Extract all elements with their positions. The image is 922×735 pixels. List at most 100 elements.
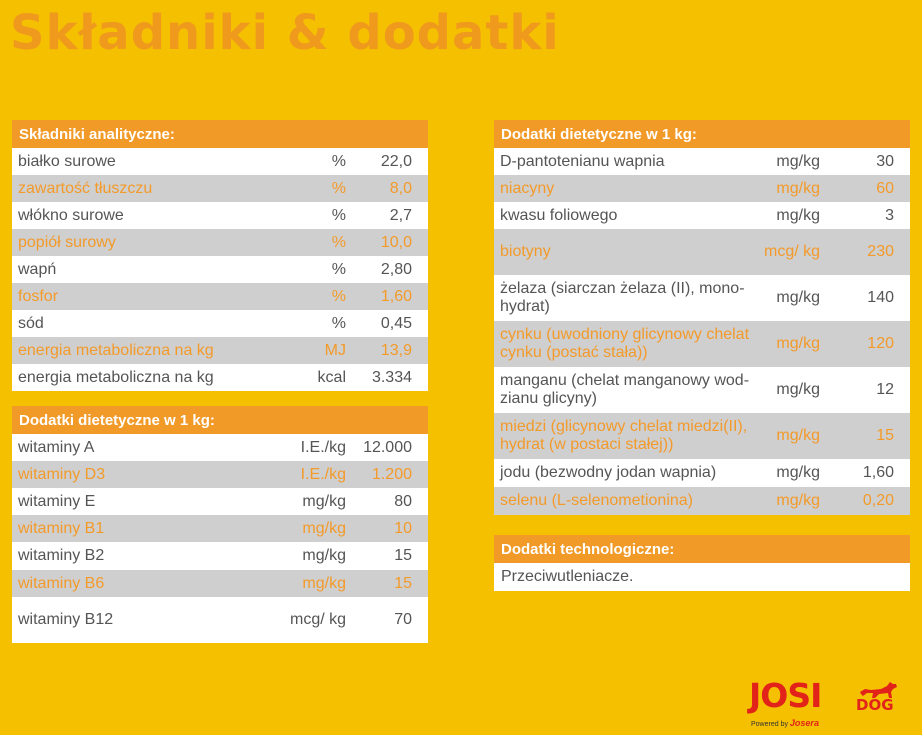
table-row: żelaza (siarczan żelaza (II), mono-hydra… (494, 275, 910, 321)
logo-maker: Josera (789, 718, 819, 728)
cell-value: 22,0 (380, 152, 412, 170)
cell-unit: mg/kg (756, 413, 826, 459)
table-row: biotyny mcg/ kg 230 (494, 229, 910, 275)
cell-value: 3.334 (371, 368, 412, 386)
vitamins-heading: Dodatki dietetyczne w 1 kg: (12, 406, 428, 434)
cell-value: 30 (876, 152, 894, 170)
cell-unit: mg/kg (272, 570, 352, 597)
cell-unit: mg/kg (756, 487, 826, 515)
cell-value: 15 (352, 570, 428, 597)
cell-value: 140 (867, 289, 894, 306)
cell-unit: % (331, 314, 346, 332)
cell-unit: % (331, 206, 346, 224)
logo-powered-label: Powered by (751, 721, 788, 728)
cell-name: witaminy B2 (18, 547, 105, 564)
cell-unit: I.E./kg (272, 461, 352, 488)
cell-unit: mg/kg (776, 206, 820, 224)
josi-dog-logo: JOSI DOG Powered by Josera (749, 678, 907, 730)
cell-unit: % (331, 260, 346, 278)
cell-unit: mcg/ kg (289, 611, 346, 628)
logo-brand: JOSI (749, 676, 822, 715)
table-row: kwasu foliowego mg/kg 3 (494, 202, 910, 229)
logo-sub: DOG (856, 696, 894, 714)
table-row: witaminy D3 I.E./kg 1.200 (12, 461, 428, 488)
table-row: witaminy B12 mcg/ kg 70 (12, 597, 428, 643)
cell-unit: kcal (317, 368, 346, 386)
technological-panel: Dodatki technologiczne: Przeciwutleniacz… (494, 535, 910, 591)
cell-name: białko surowe (18, 152, 116, 170)
cell-name: selenu (L-selenometionina) (494, 487, 756, 515)
cell-name: witaminy B12 (18, 611, 114, 628)
cell-unit: % (282, 283, 352, 310)
table-row: miedzi (glicynowy chelat miedzi(II), hyd… (494, 413, 910, 459)
analytical-heading: Składniki analityczne: (12, 120, 428, 148)
table-row: D-pantotenianu wapnia mg/kg 30 (494, 148, 910, 175)
cell-name: włókno surowe (18, 206, 124, 224)
cell-value: 2,80 (380, 260, 412, 278)
cell-name: manganu (chelat manganowy wod-zianu glic… (500, 372, 750, 407)
minerals-table: D-pantotenianu wapnia mg/kg 30 niacyny mg/kg… (494, 148, 910, 515)
cell-unit: mg/kg (776, 381, 820, 398)
table-row: witaminy E mg/kg 80 (12, 488, 428, 515)
technological-heading: Dodatki technologiczne: (494, 535, 910, 563)
cell-value: 1.200 (352, 461, 428, 488)
table-row: jodu (bezwodny jodan wapnia) mg/kg 1,60 (494, 459, 910, 487)
table-row: cynku (uwodniony glicynowy chelat cynku … (494, 321, 910, 367)
cell-value: 120 (826, 321, 910, 367)
cell-value: 10 (352, 515, 428, 542)
cell-unit: mg/kg (776, 464, 820, 481)
cell-name: żelaza (siarczan żelaza (II), mono-hydra… (500, 280, 745, 315)
table-row: niacyny mg/kg 60 (494, 175, 910, 202)
minerals-panel: Dodatki dietetyczne w 1 kg: D-pantotenia… (494, 120, 910, 515)
logo-powered-by: Powered by Josera (751, 718, 819, 728)
cell-unit: % (282, 229, 352, 256)
cell-unit: I.E./kg (300, 438, 346, 456)
cell-value: 80 (394, 492, 412, 510)
cell-name: kwasu foliowego (500, 206, 618, 224)
cell-name: witaminy E (18, 492, 96, 510)
technological-text: Przeciwutleniacze. (501, 568, 634, 585)
minerals-heading: Dodatki dietetyczne w 1 kg: (494, 120, 910, 148)
cell-name: witaminy B1 (12, 515, 272, 542)
cell-name: wapń (18, 260, 57, 278)
table-row: fosfor% 1,60 (12, 283, 428, 310)
table-row: popiół surowy% 10,0 (12, 229, 428, 256)
table-row: zawartość tłuszczu% 8,0 (12, 175, 428, 202)
cell-unit: mg/kg (756, 321, 826, 367)
cell-name: fosfor (12, 283, 282, 310)
analytical-table: białko surowe% 22,0 zawartość tłuszczu% 8,0… (12, 148, 428, 391)
cell-unit: % (282, 175, 352, 202)
dog-icon (860, 682, 897, 698)
cell-unit: % (331, 152, 346, 170)
cell-name: zawartość tłuszczu (12, 175, 282, 202)
cell-value: 70 (394, 611, 412, 628)
cell-unit: mg/kg (756, 175, 826, 202)
cell-name: sód (18, 314, 44, 332)
cell-name: D-pantotenianu wapnia (500, 152, 665, 170)
vitamins-table: witaminy A I.E./kg 12.000 witaminy D3 I.E./k… (12, 434, 428, 643)
cell-name: jodu (bezwodny jodan wapnia) (500, 464, 717, 481)
table-row: witaminy B6 mg/kg 15 (12, 570, 428, 597)
cell-value: 10,0 (352, 229, 428, 256)
cell-unit: MJ (282, 337, 352, 364)
cell-value: 3 (885, 206, 894, 224)
cell-value: 1,60 (352, 283, 428, 310)
cell-name: energia metaboliczna na kg (12, 337, 282, 364)
cell-value: 60 (826, 175, 910, 202)
cell-unit: mg/kg (272, 515, 352, 542)
table-row: witaminy B1 mg/kg 10 (12, 515, 428, 542)
cell-unit: mg/kg (776, 289, 820, 306)
table-row: wapń% 2,80 (12, 256, 428, 283)
cell-name: niacyny (494, 175, 756, 202)
cell-value: 15 (826, 413, 910, 459)
cell-unit: mg/kg (776, 152, 820, 170)
cell-name: witaminy B6 (12, 570, 272, 597)
cell-value: 12.000 (363, 438, 412, 456)
cell-unit: mg/kg (302, 547, 346, 564)
vitamins-panel: Dodatki dietetyczne w 1 kg: witaminy A I.… (12, 406, 428, 643)
cell-name: cynku (uwodniony glicynowy chelat cynku … (494, 321, 756, 367)
cell-value: 0,45 (380, 314, 412, 332)
table-row: sód% 0,45 (12, 310, 428, 337)
cell-name: miedzi (glicynowy chelat miedzi(II), hyd… (494, 413, 756, 459)
cell-unit: mcg/ kg (756, 229, 826, 275)
